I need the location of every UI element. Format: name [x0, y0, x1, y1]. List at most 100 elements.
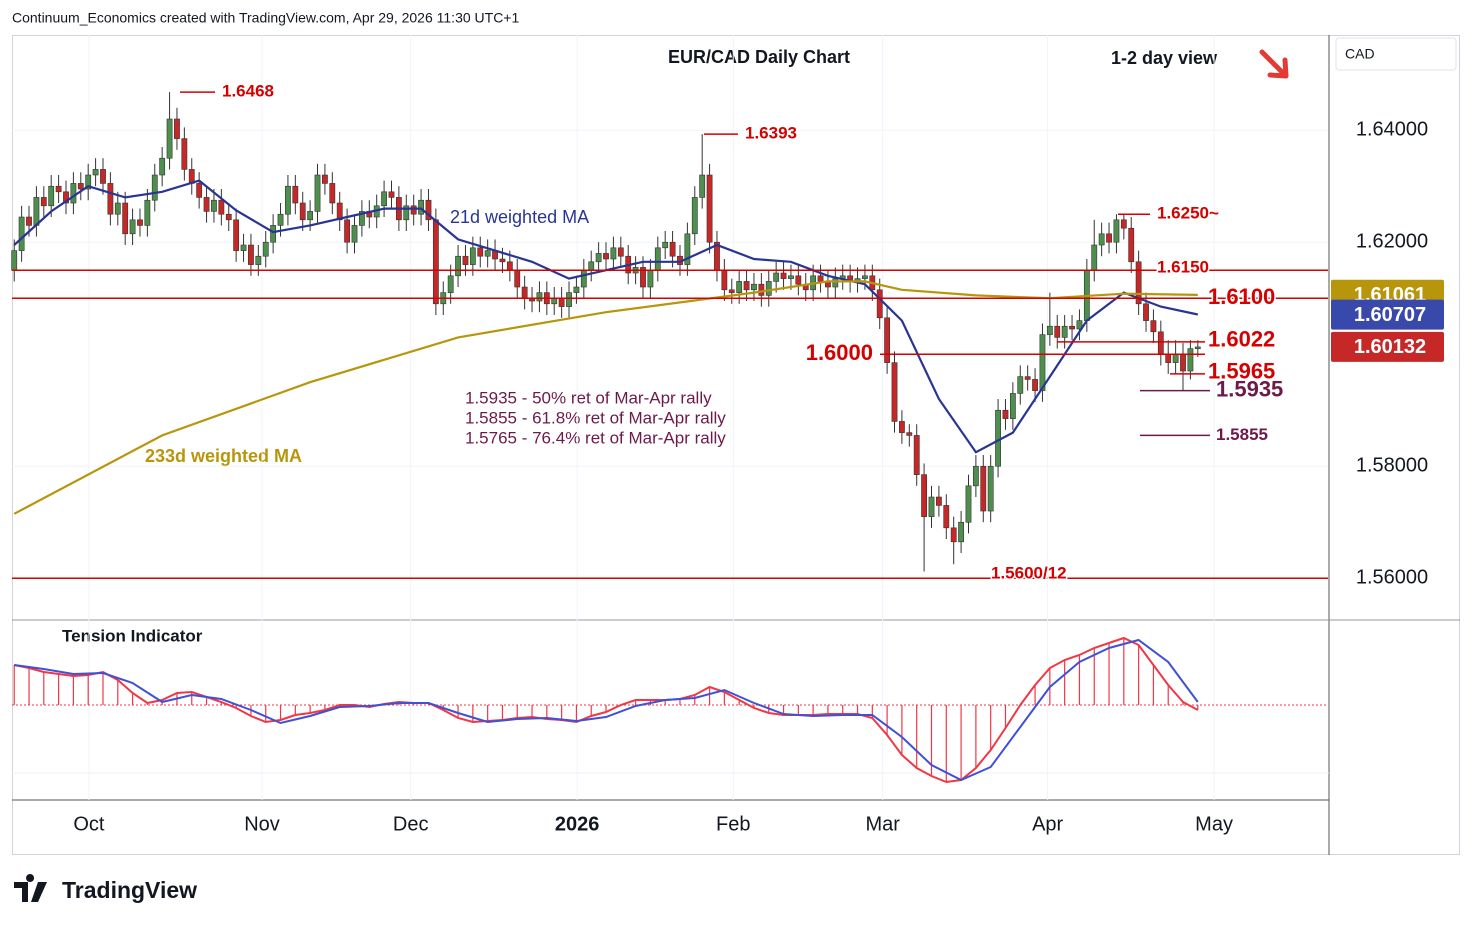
candle-body — [1106, 233, 1112, 243]
candle-body — [588, 261, 595, 271]
candle-body — [595, 253, 602, 263]
level-label: 1.5965 — [1208, 359, 1275, 384]
x-tick-label: Mar — [865, 813, 900, 835]
level-label: 1.6150 — [1157, 258, 1209, 277]
candle-body — [551, 297, 558, 305]
ma233-label: 233d weighted MA — [145, 446, 302, 466]
candle-body — [92, 169, 99, 176]
candle-body — [943, 505, 950, 529]
annotation: 1.5765 - 76.4% ret of Mar-Apr rally — [465, 428, 726, 447]
level-label: 1.5855 — [1216, 425, 1268, 444]
candle-body — [972, 465, 979, 487]
candle-body — [218, 199, 225, 215]
y-tick-label: 1.58000 — [1356, 455, 1428, 477]
price-badge — [1331, 331, 1444, 362]
candle-body — [33, 197, 40, 226]
annotation: 1.5935 - 50% ret of Mar-Apr rally — [465, 388, 712, 407]
candle-body — [455, 255, 461, 277]
x-tick-label: Oct — [73, 813, 105, 835]
candle-body — [617, 247, 624, 257]
candle-body — [151, 174, 158, 201]
level-label: 1.6022 — [1208, 327, 1275, 352]
price-badge-label: 1.60707 — [1354, 304, 1426, 326]
candle-body — [1054, 325, 1061, 338]
direction-arrow — [1259, 49, 1289, 79]
candle-body — [100, 169, 106, 184]
candle-body — [965, 485, 972, 523]
candle-body — [566, 292, 572, 307]
candle-body — [1194, 346, 1201, 349]
candle-body — [1165, 353, 1172, 363]
candle-body — [1135, 261, 1142, 305]
candle-body — [514, 269, 521, 288]
ma21-label: 21d weighted MA — [450, 207, 589, 227]
candle-body — [122, 202, 129, 235]
candle-body — [240, 244, 247, 251]
candle-body — [18, 216, 25, 251]
x-tick-label: Apr — [1032, 813, 1063, 835]
candle-body — [344, 219, 351, 243]
candle-body — [1157, 331, 1164, 355]
candle-body — [410, 205, 417, 215]
candle-body — [248, 244, 254, 265]
logo-mark — [14, 874, 47, 902]
candle-body — [388, 191, 395, 198]
annotation: 1.5855 - 61.8% ret of Mar-Apr rally — [465, 408, 726, 427]
candle-body — [70, 183, 77, 204]
candle-body — [788, 275, 794, 279]
candle-body — [906, 432, 913, 436]
candle-body — [721, 269, 728, 291]
candle-body — [114, 202, 121, 215]
y-tick-label: 1.56000 — [1356, 567, 1428, 589]
level-label: 1.6468 — [222, 82, 274, 101]
candle-body — [1069, 325, 1075, 330]
candle-body — [610, 247, 617, 260]
candle-body — [499, 258, 506, 263]
candle-body — [958, 521, 964, 543]
candle-body — [1180, 353, 1186, 372]
candle-body — [654, 247, 661, 271]
candle-body — [928, 496, 935, 517]
candle-body — [129, 219, 136, 235]
candle-body — [351, 225, 358, 243]
logo: TradingView — [14, 874, 197, 903]
candle-body — [558, 297, 565, 307]
candle-body — [765, 281, 772, 296]
candle-body — [1061, 325, 1068, 338]
x-tick-label: Nov — [244, 813, 280, 835]
x-tick-label: Dec — [393, 813, 429, 835]
candle-body — [1143, 303, 1149, 321]
candle-body — [884, 317, 891, 363]
candle-body — [48, 185, 55, 207]
y-tick-label: 1.62000 — [1356, 230, 1428, 252]
candle-body — [11, 250, 18, 271]
candle-body — [1091, 244, 1098, 271]
candle-body — [780, 272, 787, 279]
currency-box — [1335, 37, 1457, 71]
candle-body — [603, 253, 609, 260]
candle-body — [484, 250, 491, 257]
logo-text: TradingView — [62, 877, 197, 903]
candle-body — [447, 275, 454, 293]
candle-body — [299, 202, 306, 221]
frame — [12, 35, 1460, 855]
candle-body — [26, 216, 32, 226]
candle-body — [536, 292, 543, 302]
candle-body — [277, 213, 284, 226]
candle-body — [795, 275, 802, 285]
candle-body — [728, 289, 735, 293]
candle-body — [403, 205, 410, 221]
candle-body — [211, 199, 217, 212]
candle-body — [381, 191, 387, 207]
candle-body — [506, 261, 513, 271]
level-label: 1.5935 — [1216, 376, 1283, 401]
candle-body — [418, 199, 424, 215]
level-label: 1.6000 — [806, 340, 873, 365]
chart-subtitle: 1-2 day view — [1111, 48, 1218, 68]
candle-body — [876, 289, 883, 319]
candle-body — [1046, 325, 1053, 335]
candle-body — [462, 255, 469, 265]
candle-body — [980, 465, 987, 512]
